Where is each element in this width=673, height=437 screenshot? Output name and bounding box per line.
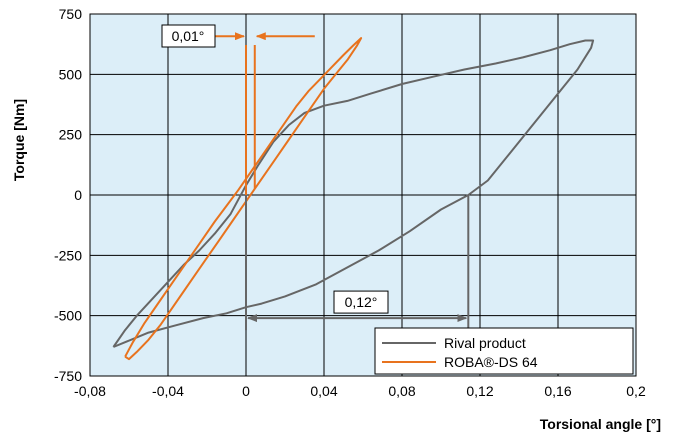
x-tick-label: 0,08: [388, 383, 415, 399]
series-layer: [112, 37, 595, 361]
y-tick-label: 750: [59, 6, 83, 22]
y-tick-label: -250: [54, 247, 82, 263]
tick-labels: -0,08 -0,04 0 0,04 0,08 0,12 0,16 0,2 -750 -500 -2…: [54, 6, 646, 399]
y-tick-label: 0: [74, 187, 82, 203]
annotation-label-0-12: 0,12°: [345, 294, 378, 310]
x-tick-label: -0,08: [74, 383, 106, 399]
legend: Rival product ROBA®-DS 64: [374, 327, 634, 375]
series-line-roba-ds-64: [124, 37, 363, 361]
annotation-box-0-12: [333, 290, 389, 314]
x-tick-label: 0,16: [544, 383, 571, 399]
x-axis-title: Torsional angle [°]: [540, 416, 661, 432]
y-axis-title: Torque [Nm]: [11, 99, 27, 181]
x-tick-label: -0,04: [152, 383, 184, 399]
plot-frame: [89, 13, 637, 377]
y-tick-label: -500: [54, 308, 82, 324]
y-tick-label: 500: [59, 66, 83, 82]
legend-label-roba: ROBA®-DS 64: [444, 354, 538, 370]
x-tick-label: 0,04: [310, 383, 337, 399]
annotation-label-0-01: 0,01°: [172, 28, 205, 44]
legend-box: [374, 327, 634, 375]
legend-label-rival: Rival product: [444, 335, 526, 351]
series-line-rival-product: [112, 39, 595, 348]
x-tick-label: 0,12: [466, 383, 493, 399]
x-tick-label: 0: [242, 383, 250, 399]
y-tick-label: -750: [54, 368, 82, 384]
y-tick-label: 250: [59, 127, 83, 143]
annotation-box-0-01: [161, 24, 216, 48]
x-tick-label: 0,2: [626, 383, 646, 399]
annotation-layer: 0,01° 0,12°: [161, 24, 470, 331]
